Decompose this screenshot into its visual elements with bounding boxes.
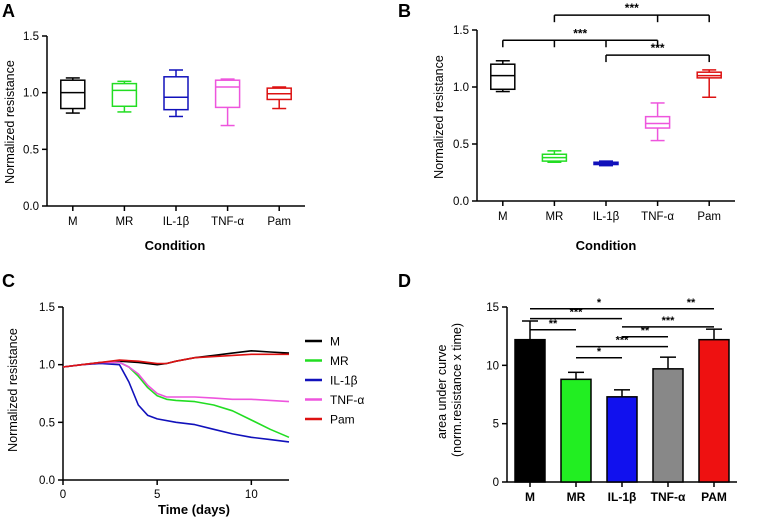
x-tick-label: M (498, 211, 508, 223)
x-tick-label: MR (115, 216, 133, 228)
x-tick-label: TNF-α (641, 211, 674, 223)
bar-3 (652, 368, 684, 483)
y-tick-label: 1.0 (39, 360, 55, 372)
x-tick-label: TNF-α (651, 490, 686, 504)
y-tick-label: 1.5 (453, 25, 469, 37)
y-axis-label-line-2: (norm.resistance x time) (450, 323, 464, 457)
y-axis-label: Normalized resistance (432, 55, 446, 179)
box-0 (60, 79, 86, 110)
series-line-2 (62, 362, 290, 443)
x-tick-label: M (525, 490, 535, 504)
box-1 (111, 82, 138, 108)
y-tick-label: 0.5 (39, 417, 55, 429)
y-tick-label: 10 (486, 360, 499, 372)
panel-letter-d: D (398, 271, 411, 291)
y-tick-label: 5 (493, 419, 499, 431)
y-axis-label: area under curve (norm.resistance x time… (435, 323, 464, 457)
x-tick-label: MR (567, 490, 586, 504)
legend-label: Pam (330, 413, 355, 427)
significance-label: ** (687, 297, 696, 309)
bar-2 (606, 396, 638, 483)
x-tick-label: PAM (701, 490, 727, 504)
significance-label: *** (625, 1, 639, 15)
panel-a: A Normalized resistance Condition 0.0 0.5… (2, 1, 305, 253)
y-tick-label: 0.5 (453, 139, 469, 151)
panel-letter-b: B (398, 1, 411, 21)
x-tick-label: IL-1β (608, 490, 637, 504)
y-tick-label: 0.0 (39, 475, 55, 487)
significance-label: ** (549, 318, 558, 330)
x-tick-label: IL-1β (593, 211, 620, 223)
x-tick-label: IL-1β (163, 216, 190, 228)
significance-label: *** (573, 26, 587, 40)
series-line-3 (62, 361, 290, 403)
significance-label: *** (616, 335, 630, 347)
x-tick-label: MR (545, 211, 563, 223)
x-tick-label: Pam (697, 211, 721, 223)
y-tick-label: 1.5 (39, 302, 55, 314)
y-axis-label: Normalized resistance (6, 328, 20, 452)
significance-label: *** (651, 41, 665, 55)
bar-0 (514, 338, 546, 483)
y-tick-label: 1.0 (453, 82, 469, 94)
x-axis-label: Condition (576, 238, 637, 253)
significance-label: *** (570, 307, 584, 319)
panel-letter-c: C (2, 271, 15, 291)
x-axis-label: Time (days) (158, 502, 230, 517)
y-tick-label: 0 (493, 477, 499, 489)
y-tick-label: 0.5 (23, 144, 39, 156)
significance-label: * (597, 346, 602, 358)
x-tick-label: M (68, 216, 78, 228)
series-line-4 (62, 353, 289, 368)
significance-label: *** (662, 315, 676, 327)
significance-label: * (597, 297, 602, 309)
legend-label: TNF-α (330, 393, 364, 407)
y-tick-label: 1.0 (23, 88, 39, 100)
box-3 (214, 79, 241, 109)
x-tick-label: 10 (245, 489, 258, 501)
panel-b: B Normalized resistance Condition 0.0 0.5… (398, 1, 735, 253)
series-line-0 (62, 349, 290, 368)
y-tick-label: 15 (486, 302, 499, 314)
legend-label: M (330, 335, 340, 349)
bar-1 (560, 378, 592, 483)
y-axis-label-line-1: area under curve (435, 344, 449, 439)
x-tick-label: 0 (60, 489, 66, 501)
x-axis-label: Condition (145, 238, 206, 253)
panel-letter-a: A (2, 1, 15, 21)
significance-label: ** (641, 325, 650, 337)
panel-c: C Normalized resistance Time (days) 0.0 0… (2, 271, 364, 517)
x-tick-label: 5 (154, 489, 160, 501)
y-tick-label: 0.0 (453, 196, 469, 208)
box-3 (644, 115, 671, 129)
legend-label: IL-1β (330, 374, 358, 388)
x-tick-label: Pam (267, 216, 291, 228)
bar-4 (698, 338, 730, 483)
y-tick-label: 1.5 (23, 31, 39, 43)
x-tick-label: TNF-α (211, 216, 244, 228)
box-2 (163, 76, 189, 111)
y-axis-label: Normalized resistance (3, 60, 17, 184)
panel-d: D area under curve (norm.resistance x ti… (398, 271, 737, 504)
y-tick-label: 0.0 (23, 201, 39, 213)
box-0 (490, 63, 516, 91)
legend-label: MR (330, 354, 349, 368)
